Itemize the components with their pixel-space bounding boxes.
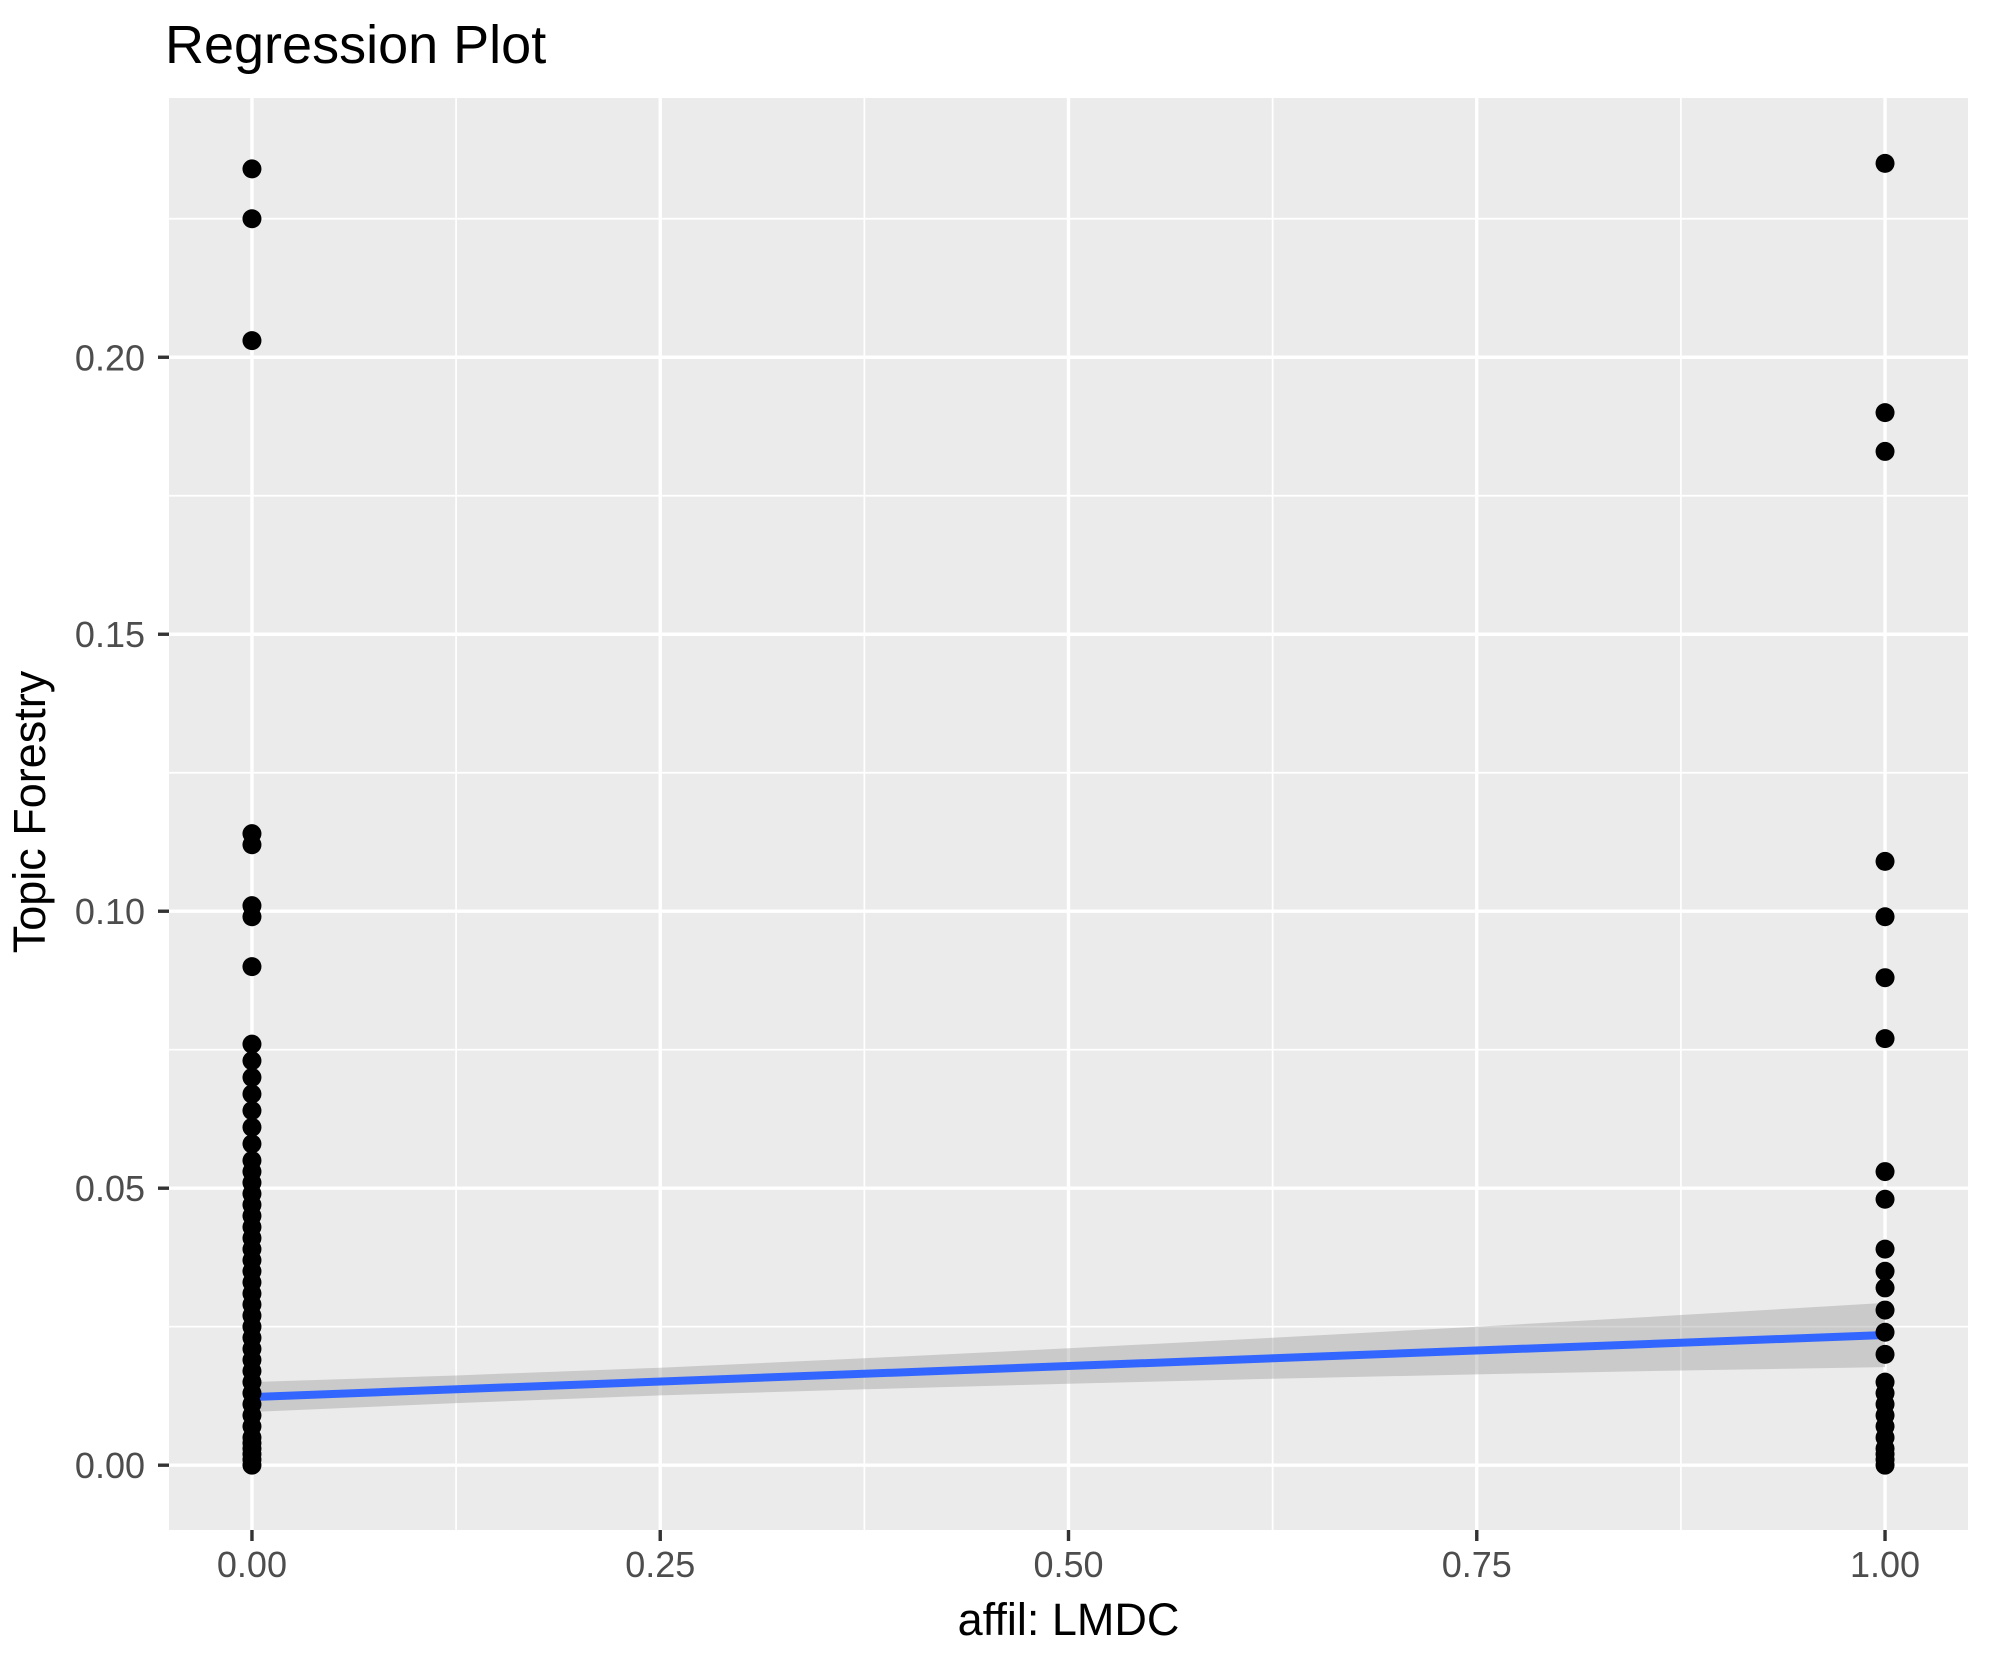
scatter-point: [242, 209, 262, 229]
x-tick-label: 1.00: [1850, 1544, 1920, 1585]
scatter-point: [1875, 441, 1895, 461]
scatter-point: [242, 907, 262, 927]
scatter-point: [242, 835, 262, 855]
scatter-point: [1875, 1239, 1895, 1259]
scatter-point: [242, 1101, 262, 1121]
y-tick-label: 0.20: [75, 337, 145, 378]
scatter-point: [242, 331, 262, 351]
scatter-point: [1875, 968, 1895, 988]
scatter-point: [242, 1034, 262, 1054]
scatter-point: [1875, 851, 1895, 871]
scatter-point: [1875, 907, 1895, 927]
x-axis-title: affil: LMDC: [957, 1594, 1180, 1645]
scatter-point: [242, 1051, 262, 1071]
y-tick-label: 0.05: [75, 1168, 145, 1209]
scatter-point: [1875, 1261, 1895, 1281]
scatter-point: [242, 1067, 262, 1087]
scatter-point: [1875, 1455, 1895, 1475]
scatter-point: [1875, 1278, 1895, 1298]
y-tick-label: 0.00: [75, 1445, 145, 1486]
scatter-point: [242, 1455, 262, 1475]
scatter-point: [242, 1084, 262, 1104]
y-tick-label: 0.15: [75, 614, 145, 655]
regression-line: [251, 1331, 1886, 1402]
scatter-point: [1875, 1300, 1895, 1320]
scatter-point: [242, 159, 262, 179]
scatter-point: [242, 957, 262, 977]
x-tick-label: 0.50: [1033, 1544, 1103, 1585]
x-tick-label: 0.75: [1442, 1544, 1512, 1585]
y-tick-label: 0.10: [75, 891, 145, 932]
scatter-point: [1875, 153, 1895, 173]
x-tick-label: 0.00: [217, 1544, 287, 1585]
x-tick-label: 0.25: [625, 1544, 695, 1585]
chart-title: Regression Plot: [165, 15, 547, 75]
scatter-point: [1875, 403, 1895, 423]
scatter-point: [242, 1134, 262, 1154]
scatter-point: [242, 1117, 262, 1137]
scatter-point: [1875, 1344, 1895, 1364]
scatter-point: [1875, 1029, 1895, 1049]
scatter-point: [1875, 1189, 1895, 1209]
scatter-point: [1875, 1322, 1895, 1342]
scatter-point: [1875, 1162, 1895, 1182]
y-axis-title: Topic Forestry: [4, 670, 55, 954]
